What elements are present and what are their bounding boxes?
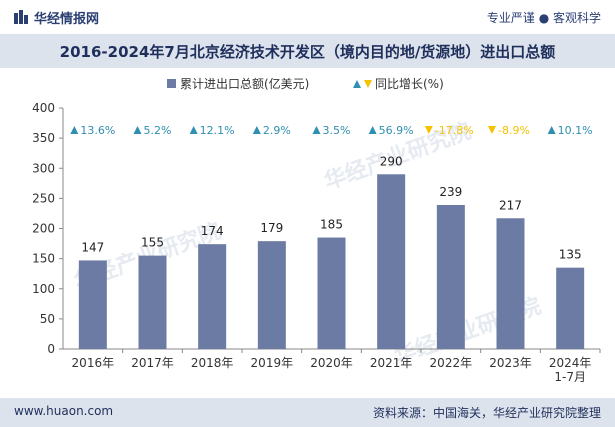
bar-value-label: 179 bbox=[260, 221, 283, 235]
growth-label: 10.1% bbox=[558, 124, 593, 137]
growth-down-arrow-icon bbox=[488, 126, 496, 134]
y-tick-label: 100 bbox=[32, 282, 55, 296]
growth-up-arrow-icon bbox=[70, 126, 79, 134]
legend-growth-label: 同比增长(%) bbox=[375, 77, 444, 91]
bar-value-label: 135 bbox=[559, 248, 582, 262]
growth-up-arrow-icon bbox=[312, 126, 321, 134]
bar-value-label: 174 bbox=[201, 224, 224, 238]
growth-down-arrow-icon bbox=[424, 126, 433, 134]
chart-title: 2016-2024年7月北京经济技术开发区（境内目的地/货源地）进出口总额 bbox=[59, 42, 556, 61]
x-tick-label: 2023年 bbox=[489, 356, 532, 370]
brand-name: 华经情报网 bbox=[34, 11, 100, 27]
data-source: 资料来源：中国海关，华经产业研究院整理 bbox=[372, 406, 601, 420]
bar bbox=[556, 267, 585, 349]
top-bar: 华经情报网 专业严谨 ● 客观科学 bbox=[0, 0, 615, 34]
bar-value-label: 147 bbox=[81, 240, 104, 254]
tagline: 专业严谨 ● 客观科学 bbox=[486, 11, 601, 25]
x-tick-label: 2022年 bbox=[430, 356, 473, 370]
website-link[interactable]: www.huaon.com bbox=[14, 404, 114, 418]
x-tick-label: 2024年 bbox=[549, 356, 592, 370]
bar-value-label: 155 bbox=[141, 236, 164, 250]
bar bbox=[257, 241, 286, 349]
bar bbox=[78, 260, 107, 349]
y-tick-label: 50 bbox=[40, 312, 55, 326]
growth-up-arrow-icon bbox=[252, 126, 261, 134]
x-tick-label: 2017年 bbox=[131, 356, 174, 370]
growth-up-arrow-icon bbox=[189, 126, 198, 134]
growth-label: 13.6% bbox=[80, 124, 115, 137]
bar-value-label: 290 bbox=[380, 154, 403, 168]
title-bar: 2016-2024年7月北京经济技术开发区（境内目的地/货源地）进出口总额 bbox=[0, 34, 615, 68]
bar bbox=[317, 237, 346, 349]
brand: 华经情报网 bbox=[14, 8, 100, 27]
x-tick-label: 2018年 bbox=[191, 356, 234, 370]
growth-label: 5.2% bbox=[144, 124, 172, 137]
chart-area: 华经产业研究院华经产业研究院华经产业研究院累计进出口总额(亿美元)同比增长(%)… bbox=[0, 68, 615, 398]
y-tick-label: 400 bbox=[32, 101, 55, 115]
y-tick-label: 300 bbox=[32, 161, 55, 175]
bar bbox=[138, 255, 167, 349]
growth-up-arrow-icon bbox=[547, 126, 556, 134]
x-tick-label: 2021年 bbox=[370, 356, 413, 370]
growth-label: -8.9% bbox=[498, 124, 530, 137]
bar-value-label: 239 bbox=[439, 185, 462, 199]
y-tick-label: 250 bbox=[32, 191, 55, 205]
y-tick-label: 0 bbox=[47, 342, 55, 356]
bar bbox=[496, 218, 525, 349]
bar-value-label: 185 bbox=[320, 218, 343, 232]
y-tick-label: 350 bbox=[32, 131, 55, 145]
growth-up-arrow-icon bbox=[368, 126, 377, 134]
growth-label: -17.8% bbox=[435, 124, 474, 137]
footer: www.huaon.com 资料来源：中国海关，华经产业研究院整理 bbox=[0, 398, 615, 427]
y-tick-label: 200 bbox=[32, 222, 55, 236]
bar bbox=[198, 244, 227, 349]
legend-up-arrow-icon bbox=[353, 80, 361, 88]
x-tick-label: 1-7月 bbox=[554, 370, 586, 384]
legend-bar-swatch bbox=[167, 79, 176, 88]
bar bbox=[377, 174, 406, 349]
growth-label: 12.1% bbox=[200, 124, 235, 137]
logo-icon bbox=[14, 10, 28, 24]
x-tick-label: 2020年 bbox=[310, 356, 353, 370]
growth-up-arrow-icon bbox=[133, 126, 142, 134]
growth-label: 56.9% bbox=[379, 124, 414, 137]
x-tick-label: 2019年 bbox=[251, 356, 294, 370]
growth-label: 2.9% bbox=[263, 124, 291, 137]
bar-value-label: 217 bbox=[499, 198, 522, 212]
growth-label: 3.5% bbox=[323, 124, 351, 137]
x-tick-label: 2016年 bbox=[72, 356, 115, 370]
bar-chart: 华经产业研究院华经产业研究院华经产业研究院累计进出口总额(亿美元)同比增长(%)… bbox=[32, 76, 601, 384]
bar bbox=[436, 205, 465, 349]
legend-bar-label: 累计进出口总额(亿美元) bbox=[180, 76, 309, 91]
legend-down-arrow-icon bbox=[364, 80, 372, 88]
y-tick-label: 150 bbox=[32, 252, 55, 266]
